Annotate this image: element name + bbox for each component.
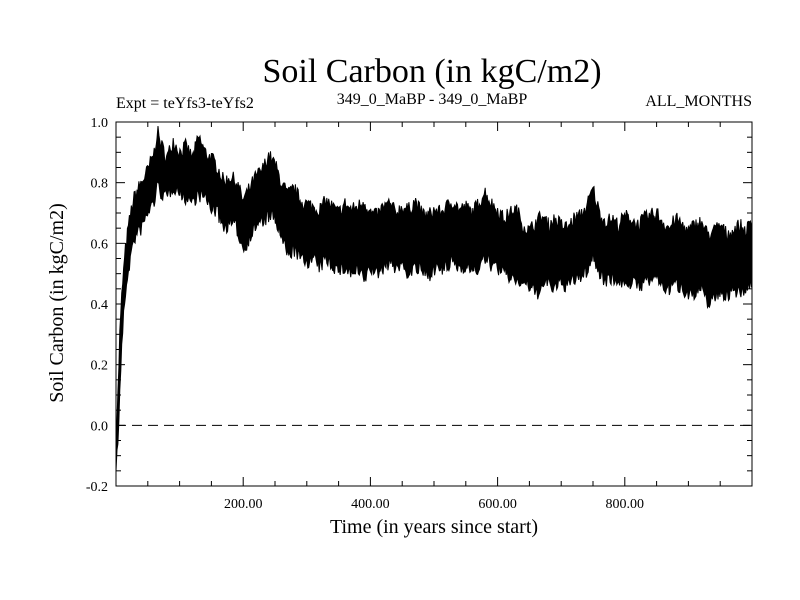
chart-title: Soil Carbon (in kgC/m2) xyxy=(262,53,601,90)
y-tick-label: 0.2 xyxy=(91,359,109,374)
y-tick-label: 0.6 xyxy=(91,237,109,252)
y-tick-label: 0.8 xyxy=(91,177,109,192)
x-tick-label: 800.00 xyxy=(606,497,645,512)
y-tick-label: 0.4 xyxy=(91,298,109,313)
plot-area xyxy=(115,121,753,487)
y-axis-label: Soil Carbon (in kgC/m2) xyxy=(46,203,68,402)
x-axis-label: Time (in years since start) xyxy=(330,516,538,538)
x-tick-label: 600.00 xyxy=(478,497,517,512)
y-tick-label: 0.0 xyxy=(91,419,109,434)
x-tick-label: 200.00 xyxy=(224,497,263,512)
series-envelope-soil-carbon xyxy=(115,125,752,472)
y-tick-label: 1.0 xyxy=(91,116,109,131)
chart-subtitle-right: ALL_MONTHS xyxy=(645,93,752,110)
plot-frame xyxy=(115,121,753,487)
chart-subtitle-center: 349_0_MaBP - 349_0_MaBP xyxy=(337,91,528,108)
chart-subtitle-left: Expt = teYfs3-teYfs2 xyxy=(116,95,254,112)
y-tick-label: -0.2 xyxy=(86,480,108,495)
x-tick-label: 400.00 xyxy=(351,497,390,512)
